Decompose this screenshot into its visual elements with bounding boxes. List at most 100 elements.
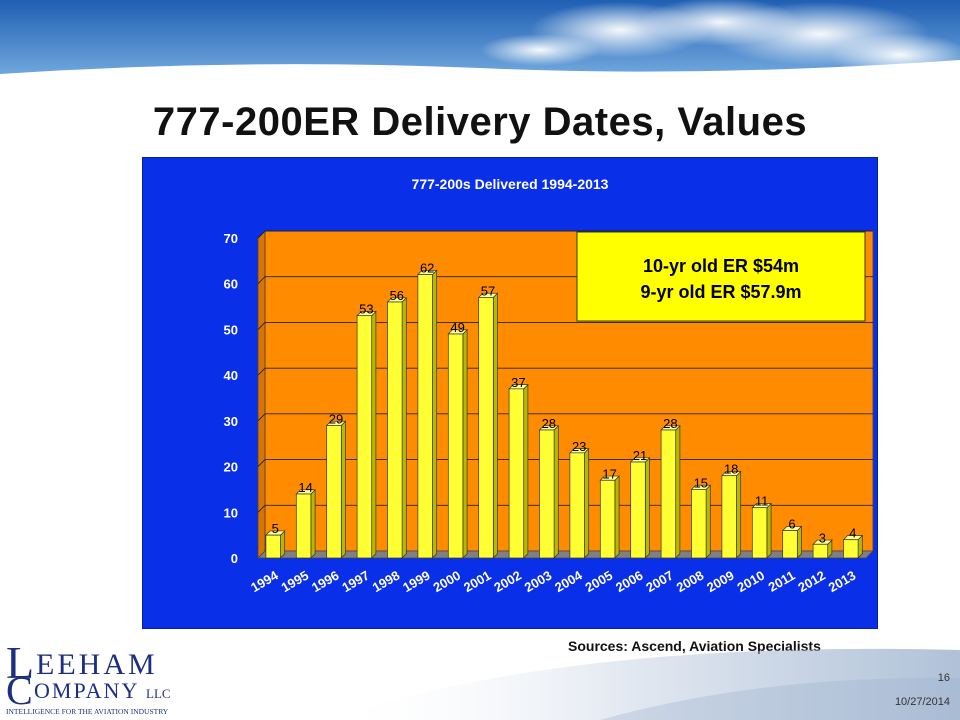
bar: [721, 470, 742, 559]
bar-front: [417, 274, 433, 559]
x-tick-label: 2006: [613, 568, 646, 595]
bar-front: [751, 507, 768, 559]
data-label: 57: [481, 283, 495, 298]
bar-side: [644, 456, 650, 559]
y-tick-label: 60: [224, 277, 238, 292]
plot-floor: [257, 550, 874, 559]
gridline: [257, 321, 873, 330]
bar: [781, 525, 803, 559]
bar-side: [553, 424, 559, 559]
logo-llc: LLC: [146, 686, 171, 701]
bar: [508, 383, 529, 559]
data-label: 5: [272, 521, 279, 536]
bar-side: [310, 488, 316, 559]
bar-side: [523, 383, 529, 559]
bar-front: [843, 539, 859, 559]
x-tick-label: 2011: [766, 568, 798, 595]
bar-side: [462, 328, 468, 559]
logo-initial-l: L: [6, 637, 34, 688]
x-tick-label: 1995: [279, 568, 312, 595]
bar-front: [265, 534, 281, 559]
bar-front: [691, 489, 707, 559]
annotation-line-1: 10-yr old ER $54m: [643, 256, 799, 276]
data-label: 56: [390, 288, 404, 303]
bar: [751, 502, 772, 559]
bar: [447, 328, 468, 559]
bar-side: [705, 484, 711, 559]
data-label: 18: [724, 462, 738, 477]
y-tick-label: 30: [224, 414, 238, 429]
data-label: 62: [420, 261, 434, 276]
x-tick-label: 2010: [735, 568, 768, 595]
x-tick-label: 2001: [461, 568, 494, 595]
logo-tagline: INTELLIGENCE FOR THE AVIATION INDUSTRY: [6, 707, 169, 716]
bar-front: [539, 429, 555, 559]
bar-front: [295, 493, 312, 559]
data-label: 49: [450, 320, 464, 335]
bar-front: [326, 425, 342, 559]
y-tick-label: 50: [224, 322, 238, 337]
bar-side: [432, 269, 438, 559]
bar: [660, 424, 681, 559]
bar-front: [356, 315, 373, 559]
x-tick-label: 2000: [431, 568, 464, 595]
x-tick-label: 2007: [643, 568, 676, 595]
data-label: 29: [329, 411, 343, 426]
bar: [265, 530, 286, 559]
bar-side: [675, 424, 681, 559]
x-tick-label: 2013: [826, 568, 859, 595]
data-label: 3: [819, 530, 826, 545]
data-label: 23: [572, 439, 586, 454]
annotation-line-2: 9-yr old ER $57.9m: [640, 282, 801, 302]
bar: [812, 539, 833, 559]
y-tick-label: 10: [224, 505, 238, 520]
y-tick-label: 0: [231, 551, 238, 566]
bar-front: [569, 452, 585, 559]
bar: [842, 534, 864, 559]
logo-line-1: EEHAM: [36, 648, 158, 681]
x-tick-label: 2005: [583, 568, 616, 595]
bar-front: [721, 475, 737, 559]
bar: [295, 488, 316, 559]
bar-side: [371, 310, 377, 559]
slide-number: 16: [937, 672, 950, 684]
bar: [629, 456, 651, 559]
bar-front: [447, 333, 464, 559]
x-tick-label: 2008: [674, 568, 707, 595]
data-label: 53: [359, 302, 373, 317]
data-label: 28: [663, 416, 677, 431]
x-tick-label: 2004: [552, 567, 585, 595]
bar-front: [630, 461, 646, 559]
logo-line-2: OMPANY: [34, 678, 139, 703]
gridline: [257, 230, 873, 239]
bar: [599, 475, 620, 559]
sky-header-banner: [0, 0, 960, 77]
sources-note: Sources: Ascend, Aviation Specialists: [568, 638, 821, 654]
bar-front: [599, 479, 616, 559]
bar-side: [796, 525, 802, 559]
x-tick-label: 1996: [309, 568, 342, 595]
x-tick-label: 1998: [370, 568, 403, 595]
logo-initial-c: C: [6, 668, 33, 713]
footer-swoosh: [330, 648, 960, 720]
bar: [386, 296, 408, 559]
bar-front: [508, 388, 525, 559]
bar-front: [812, 543, 829, 559]
bar-front: [478, 297, 494, 559]
bar-side: [766, 502, 772, 559]
x-tick-label: 2002: [491, 568, 524, 595]
bar-side: [492, 292, 498, 559]
x-tick-label: 2009: [704, 568, 737, 595]
value-annotation-box: 10-yr old ER $54m 9-yr old ER $57.9m: [576, 231, 866, 322]
bar-front: [387, 301, 403, 559]
bar-front: [660, 429, 677, 559]
data-label: 28: [542, 416, 556, 431]
x-tick-label: 2012: [795, 568, 828, 595]
data-label: 15: [694, 475, 708, 490]
bar: [356, 310, 377, 559]
bar-side: [614, 475, 620, 559]
x-tick-label: 1997: [339, 568, 372, 595]
x-tick-label: 1999: [400, 568, 433, 595]
bar-side: [584, 447, 590, 559]
chart-title: 777-200s Delivered 1994-2013: [412, 176, 609, 192]
